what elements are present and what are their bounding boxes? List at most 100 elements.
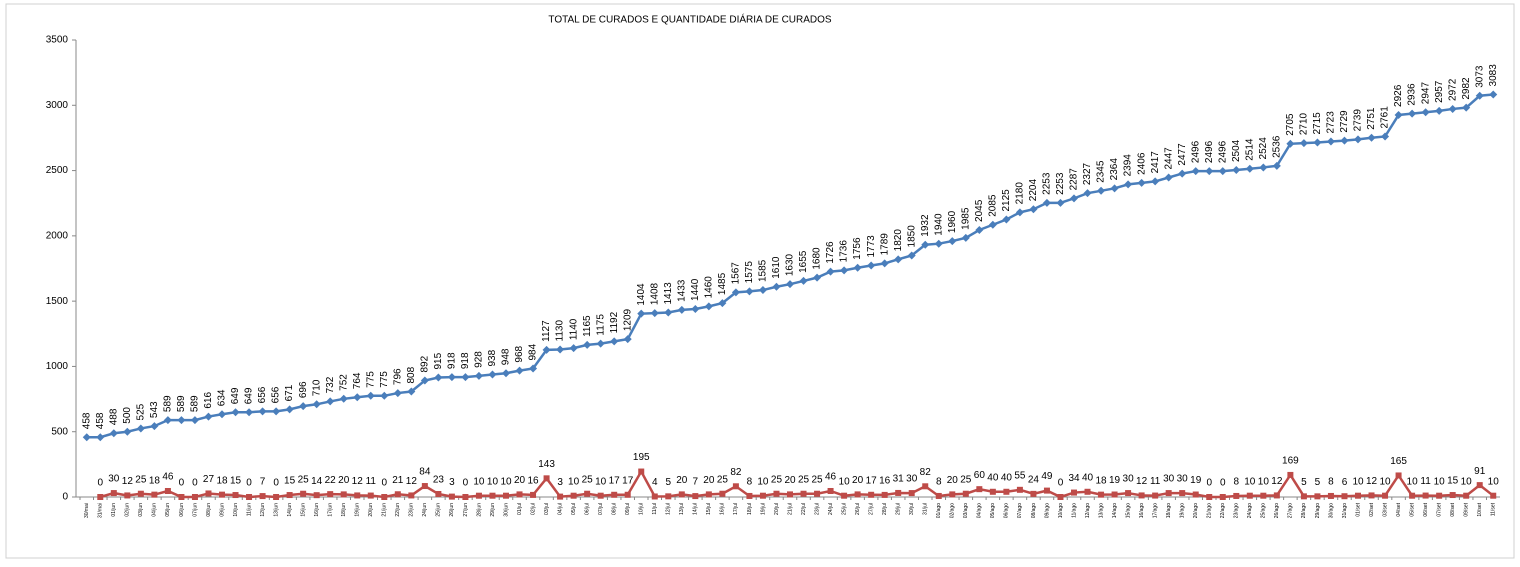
point [989,488,996,495]
x-tick-label: 06/set [1423,502,1429,516]
data-label: 500 [122,407,133,424]
point [381,494,388,500]
x-tick-label: 13/ago [1098,503,1104,519]
x-tick-label: 03/set [1382,502,1388,516]
x-tick-label: 07/jun [192,503,198,517]
data-label: 1440 [690,278,701,301]
point [624,491,631,498]
data-label: 2729 [1339,110,1350,133]
data-label: 2327 [1082,162,1093,185]
point [732,483,739,490]
point [543,475,550,482]
data-label: 10 [1434,476,1446,487]
data-label: 40 [1082,472,1094,483]
data-label: 2723 [1326,111,1337,134]
x-tick-label: 07/jul [598,503,604,515]
x-tick-label: 25/ago [1261,503,1267,519]
point [880,259,889,268]
data-label: 195 [633,452,650,463]
data-label: 634 [217,389,228,406]
x-tick-label: 24/ago [1247,503,1253,519]
point [677,305,686,314]
point [1287,471,1294,478]
point [1381,132,1390,141]
point [1395,472,1402,479]
data-label: 1655 [798,250,809,273]
point [163,416,172,425]
data-label: 968 [514,345,525,362]
data-label: 60 [974,470,986,481]
point [1313,138,1322,147]
point [353,393,362,402]
data-label: 25 [811,474,823,485]
x-tick-label: 02/jul [530,503,536,515]
data-label: 12 [1136,476,1148,487]
data-label: 18 [149,475,161,486]
x-tick-label: 10/jun [233,503,239,517]
point [1110,184,1119,193]
x-tick-label: 13/jul [679,503,685,515]
data-label: 2364 [1109,158,1120,181]
point [110,490,117,497]
x-tick-label: 22/jul [801,503,807,515]
point [1056,198,1065,207]
point [421,483,428,490]
data-label: 3 [557,477,563,488]
data-label: 46 [825,472,837,483]
data-label: 0 [1058,478,1064,489]
point [123,427,132,436]
x-tick-label: 26/jul [855,503,861,515]
data-label: 2936 [1407,83,1418,106]
x-tick-label: 25/jul [841,503,847,515]
point [935,492,942,499]
x-tick-label: 17/jun [328,503,334,517]
point [1300,493,1307,500]
point [191,494,198,500]
data-label: 918 [447,352,458,369]
data-label: 25 [298,474,310,485]
point [502,369,510,378]
data-label: 2926 [1393,84,1404,107]
point [922,483,929,490]
data-label: 2125 [1001,189,1012,212]
point [1354,135,1362,144]
data-label: 0 [273,478,279,489]
data-label: 18 [1095,475,1107,486]
point [285,405,294,414]
point [1218,167,1227,176]
point [1259,163,1268,172]
x-tick-label: 10/jul [639,503,645,515]
point [1355,492,1361,499]
data-label: 15 [1447,476,1459,487]
data-label: 82 [730,467,742,478]
point [772,282,781,291]
point [1273,492,1280,499]
point [367,492,374,499]
data-label: 2504 [1231,139,1242,162]
point [1205,167,1214,176]
data-label: 7 [260,477,266,488]
point [1489,90,1498,99]
data-label: 20 [784,475,796,486]
point [219,491,225,498]
point [814,490,821,497]
point [150,422,159,431]
data-label: 938 [487,349,498,366]
point [1125,490,1132,497]
point [907,251,916,260]
point [273,494,280,500]
point [245,408,254,417]
data-label: 2514 [1244,138,1255,161]
point [1003,488,1010,495]
point [1071,489,1077,496]
point [1151,177,1160,186]
data-label: 21 [392,475,404,486]
data-label: 40 [1001,472,1013,483]
data-label: 710 [311,379,322,396]
point [177,416,186,425]
data-label: 11 [1420,476,1431,487]
point [259,493,266,500]
data-label: 0 [1220,478,1226,489]
point [1408,109,1417,118]
point [637,309,646,318]
